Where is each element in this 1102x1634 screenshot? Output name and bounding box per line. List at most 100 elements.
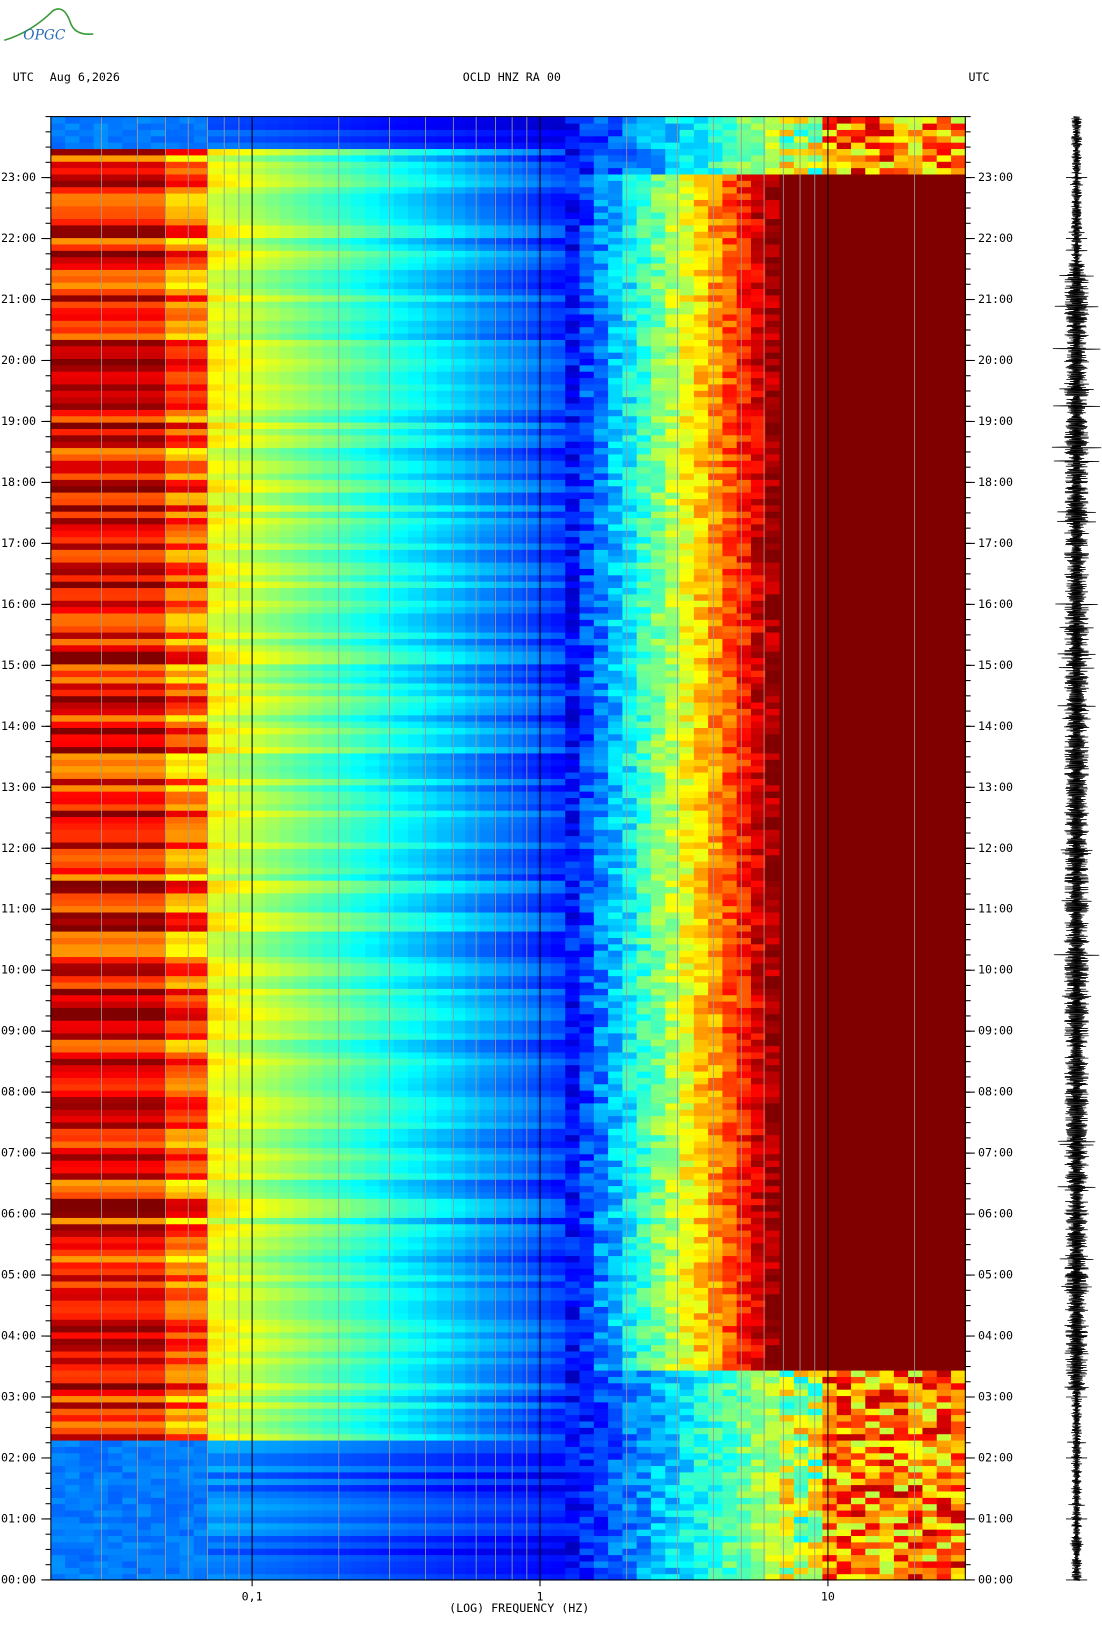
spectrogram-cell <box>593 1554 609 1562</box>
spectrogram-cell <box>851 1560 866 1568</box>
spectrogram-cell <box>865 1325 881 1333</box>
spectrogram-cell <box>779 1452 795 1460</box>
spectrogram-cell <box>236 1516 252 1524</box>
spectrogram-cell <box>179 1128 195 1136</box>
spectrogram-cell <box>665 1490 681 1498</box>
spectrogram-cell <box>536 1325 552 1333</box>
spectrogram-cell <box>779 1198 795 1206</box>
spectrogram-cell <box>793 1249 809 1257</box>
spectrogram-cell <box>565 1325 581 1333</box>
spectrogram-cell <box>450 1369 466 1377</box>
spectrogram-cell <box>936 1166 952 1174</box>
spectrogram-cell <box>865 1509 881 1517</box>
spectrogram-cell <box>450 1274 466 1282</box>
spectrogram-cell <box>150 1287 166 1295</box>
spectrogram-cell <box>522 1452 538 1460</box>
spectrogram-cell <box>951 1160 966 1168</box>
spectrogram-cell <box>108 1160 123 1168</box>
spectrogram-cell <box>836 1096 852 1104</box>
spectrogram-cell <box>893 1401 909 1409</box>
spectrogram-cell <box>851 1325 866 1333</box>
spectrogram-cell <box>279 1490 295 1498</box>
spectrogram-cell <box>922 1319 938 1327</box>
spectrogram-cell <box>893 1115 909 1123</box>
spectrogram-cell <box>579 1261 595 1269</box>
spectrogram-cell <box>322 1121 338 1129</box>
spectrogram-cell <box>79 1185 95 1193</box>
spectrogram-cell <box>922 1210 938 1218</box>
spectrogram-cell <box>808 1249 824 1257</box>
spectrogram-cell <box>50 1516 66 1524</box>
spectrogram-cell <box>736 1357 752 1365</box>
spectrogram-cell <box>565 1083 581 1091</box>
spectrogram-cell <box>408 1287 423 1295</box>
spectrogram-cell <box>50 1268 66 1276</box>
spectrogram-cell <box>765 1293 781 1301</box>
spectrogram-cell <box>851 1102 866 1110</box>
spectrogram-cell <box>822 1503 838 1511</box>
spectrogram-cell <box>136 1128 152 1136</box>
spectrogram-cell <box>379 1401 395 1409</box>
spectrogram-cell <box>893 1128 909 1136</box>
spectrogram-cell <box>79 1306 95 1314</box>
spectrogram-cell <box>608 1261 624 1269</box>
spectrogram-cell <box>879 1140 895 1148</box>
spectrogram-cell <box>765 1268 781 1276</box>
spectrogram-cell <box>422 1083 438 1091</box>
spectrogram-cell <box>322 1420 338 1428</box>
spectrogram-cell <box>179 1503 195 1511</box>
spectrogram-cell <box>122 1210 138 1218</box>
spectrogram-cell <box>436 1331 452 1339</box>
spectrogram-cell <box>565 1229 581 1237</box>
spectrogram-cell <box>922 1249 938 1257</box>
spectrogram-cell <box>579 1217 595 1225</box>
spectrogram-cell <box>936 1090 952 1098</box>
spectrogram-cell <box>851 1198 866 1206</box>
spectrogram-cell <box>122 1191 138 1199</box>
spectrogram-cell <box>808 1261 824 1269</box>
spectrogram-cell <box>636 1503 652 1511</box>
spectrogram-cell <box>365 1166 381 1174</box>
spectrogram-cell <box>293 1350 309 1358</box>
spectrogram-cell <box>851 1280 866 1288</box>
spectrogram-cell <box>650 1420 666 1428</box>
spectrogram-cell <box>193 1236 209 1244</box>
spectrogram-cell <box>622 1287 638 1295</box>
spectrogram-cell <box>165 1420 181 1428</box>
spectrogram-cell <box>722 1204 738 1212</box>
spectrogram-cell <box>936 1382 952 1390</box>
spectrogram-cell <box>808 1427 824 1435</box>
spectrogram-cell <box>893 1312 909 1320</box>
spectrogram-cell <box>836 1274 852 1282</box>
spectrogram-cell <box>108 1280 123 1288</box>
spectrogram-cell <box>222 1376 238 1384</box>
spectrogram-cell <box>436 1446 452 1454</box>
spectrogram-cell <box>465 1198 481 1206</box>
spectrogram-cell <box>250 1198 266 1206</box>
spectrogram-cell <box>150 1433 166 1441</box>
spectrogram-cell <box>322 1401 338 1409</box>
spectrogram-cell <box>236 1140 252 1148</box>
spectrogram-cell <box>136 1446 152 1454</box>
spectrogram-cell <box>265 1287 281 1295</box>
spectrogram-cell <box>608 1548 624 1556</box>
spectrogram-cell <box>322 1319 338 1327</box>
spectrogram-cell <box>279 1509 295 1517</box>
spectrogram-cell <box>565 1274 581 1282</box>
spectrogram-cell <box>722 1459 738 1467</box>
spectrogram-cell <box>122 1516 138 1524</box>
spectrogram-cell <box>851 1268 866 1276</box>
spectrogram-cell <box>693 1484 709 1492</box>
spectrogram-cell <box>193 1446 209 1454</box>
spectrogram-cell <box>693 1160 709 1168</box>
spectrogram-cell <box>250 1210 266 1218</box>
spectrogram-cell <box>922 1503 938 1511</box>
spectrogram-cell <box>793 1420 809 1428</box>
spectrogram-cell <box>236 1376 252 1384</box>
spectrogram-cell <box>79 1179 95 1187</box>
spectrogram-cell <box>393 1140 409 1148</box>
spectrogram-cell <box>450 1484 466 1492</box>
spectrogram-cell <box>393 1312 409 1320</box>
spectrogram-cell <box>951 1408 966 1416</box>
spectrogram-cell <box>108 1338 123 1346</box>
